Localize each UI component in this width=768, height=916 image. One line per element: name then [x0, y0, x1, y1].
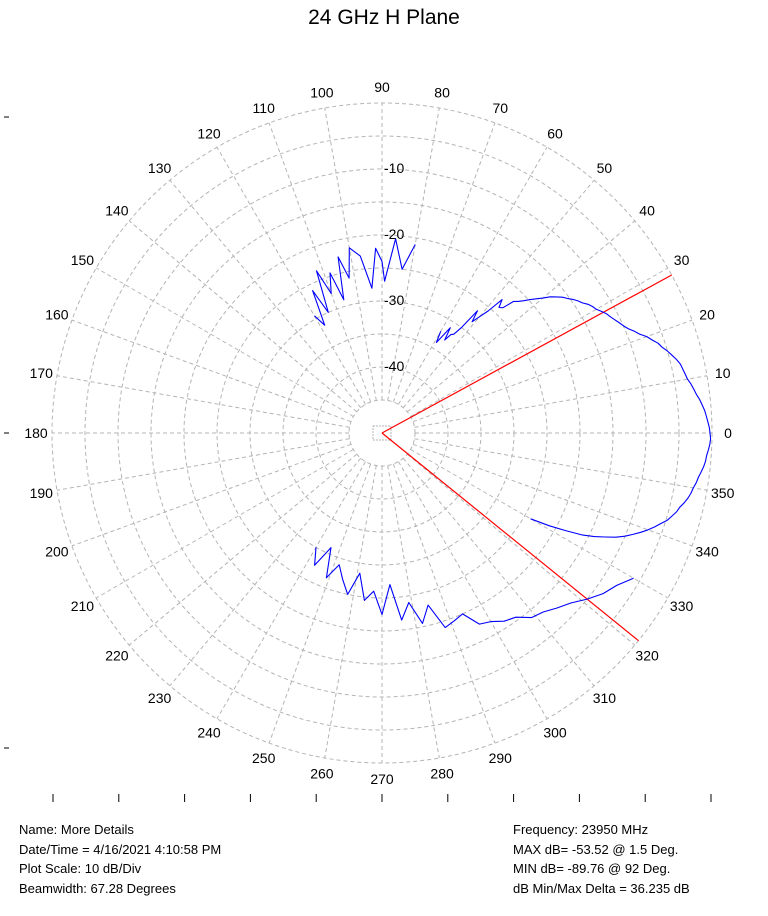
angle-tick-label: 340	[695, 543, 719, 559]
radial-tick-label: -30	[384, 292, 404, 308]
grid-spoke	[95, 449, 354, 599]
angle-tick-label: 240	[197, 725, 221, 741]
angle-tick-label: 210	[71, 598, 95, 614]
datetime-text: Date/Time = 4/16/2021 4:10:58 PM	[19, 841, 222, 857]
grid-spoke	[392, 463, 496, 744]
angle-tick-label: 310	[593, 690, 617, 706]
angle-tick-label: 150	[71, 252, 95, 268]
angle-tick-label: 300	[543, 725, 567, 741]
angle-tick-label: 170	[30, 365, 54, 381]
angle-tick-label: 320	[635, 647, 659, 663]
angle-tick-label: 60	[547, 125, 563, 141]
radial-tick-label: -40	[384, 358, 404, 374]
beamwidth-text: Beamwidth: 67.28 Degrees	[19, 880, 176, 896]
beam-line	[381, 274, 672, 434]
angle-tick-label: 250	[252, 750, 276, 766]
grid-spoke	[56, 438, 350, 491]
grid-spoke	[128, 220, 358, 413]
angle-tick-label: 20	[699, 307, 715, 323]
grid-spoke	[392, 122, 496, 403]
grid-spoke	[268, 463, 372, 744]
grid-spoke	[410, 449, 669, 599]
angle-tick-label: 120	[197, 125, 221, 141]
angle-tick-label: 270	[370, 771, 394, 787]
angle-tick-label: 80	[434, 84, 450, 100]
radial-tick-label: -20	[384, 226, 404, 242]
angle-tick-label: 280	[430, 766, 454, 782]
info-left-panel: Name: More Details Date/Time = 4/16/2021…	[19, 820, 221, 898]
angle-tick-label: 110	[253, 100, 276, 116]
angle-tick-label: 40	[639, 203, 655, 219]
angle-tick-label: 0	[724, 425, 732, 441]
min-db-text: MIN dB= -89.76 @ 92 Deg.	[513, 861, 671, 876]
angle-tick-label: 260	[310, 766, 334, 782]
angle-tick-label: 290	[489, 750, 513, 766]
angle-tick-label: 100	[310, 84, 334, 100]
grid-circle	[315, 366, 449, 500]
frame-ticks	[4, 116, 712, 802]
angle-tick-label: 90	[374, 79, 390, 95]
angle-tick-label: 330	[670, 598, 694, 614]
pattern-trace	[314, 547, 634, 629]
angle-tick-label: 140	[105, 203, 129, 219]
chart-title: 24 GHz H Plane	[308, 6, 460, 29]
max-db-text: MAX dB= -53.52 @ 1.5 Deg.	[513, 841, 679, 857]
grid-spoke	[95, 267, 354, 417]
grid-spoke	[324, 107, 377, 401]
grid-spoke	[414, 438, 708, 491]
grid-spoke	[412, 443, 693, 547]
grid-spoke	[402, 179, 595, 409]
grid-spoke	[216, 461, 366, 720]
grid-spoke	[387, 465, 440, 759]
grid-spoke	[398, 146, 548, 405]
angle-tick-label: 180	[24, 425, 48, 441]
grid-spoke	[398, 461, 548, 720]
angle-tick-label: 70	[493, 100, 509, 116]
grid-spoke	[268, 122, 372, 403]
grid-spoke	[387, 107, 440, 401]
angle-tick-label: 230	[148, 690, 172, 706]
pattern-trace	[312, 238, 416, 326]
axis-labels: 0 10 20 30 40 50 60 70 80 90 100 110 120 130 140 150 160…	[24, 79, 734, 787]
angle-tick-label: 350	[711, 485, 735, 501]
grid-spoke	[169, 179, 362, 409]
beam-line	[381, 432, 639, 642]
pattern-trace	[435, 296, 712, 538]
grid-spoke	[56, 375, 350, 428]
grid-spoke	[410, 267, 669, 417]
angle-tick-label: 10	[715, 365, 731, 381]
grid-spoke	[128, 453, 358, 646]
grid-spoke	[402, 457, 595, 687]
frequency-text: Frequency: 23950 MHz	[513, 822, 649, 837]
grid-spoke	[412, 319, 693, 423]
center-marker	[372, 425, 392, 441]
angle-tick-label: 200	[45, 543, 69, 559]
delta-db-text: dB Min/Max Delta = 36.235 dB	[513, 880, 690, 896]
grid-spoke	[324, 465, 377, 759]
plot-scale-text: Plot Scale: 10 dB/Div	[19, 861, 142, 876]
angle-tick-label: 190	[30, 485, 54, 501]
grid-spoke	[71, 319, 352, 423]
angle-tick-label: 30	[674, 252, 690, 268]
grid-spoke	[169, 457, 362, 687]
grid-circle	[84, 135, 680, 731]
angle-tick-label: 220	[105, 647, 129, 663]
grid-spoke	[414, 375, 708, 428]
grid-spoke	[216, 146, 366, 405]
name-text: Name: More Details	[19, 822, 134, 837]
grid-spoke	[406, 453, 636, 646]
radial-tick-label: -10	[384, 160, 404, 176]
data-traces	[312, 238, 712, 642]
angle-tick-label: 130	[148, 160, 172, 176]
info-right-panel: Frequency: 23950 MHz MAX dB= -53.52 @ 1.…	[513, 820, 690, 898]
angle-spokes	[52, 103, 712, 763]
angle-tick-label: 50	[597, 160, 613, 176]
grid-spoke	[406, 220, 636, 413]
grid-spoke	[71, 443, 352, 547]
grid-circle	[216, 267, 548, 599]
angle-tick-label: 160	[45, 307, 69, 323]
